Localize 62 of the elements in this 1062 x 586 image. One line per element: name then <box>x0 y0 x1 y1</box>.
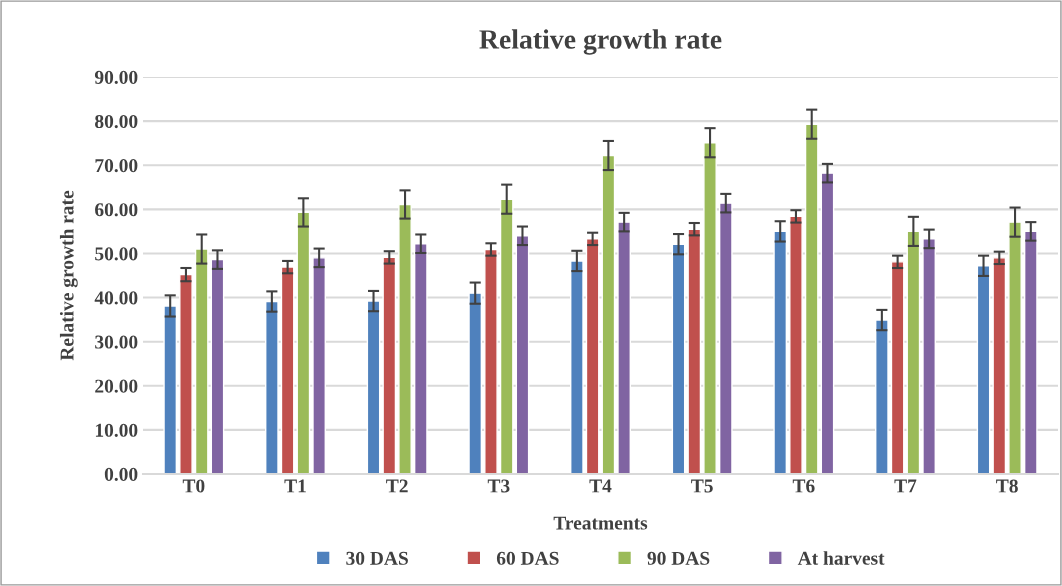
x-tick-label: T5 <box>691 479 713 493</box>
bar <box>820 172 835 474</box>
y-tick-label: 70.00 <box>95 159 138 173</box>
bar <box>789 215 803 474</box>
x-tick-label: T2 <box>386 479 408 493</box>
bar <box>210 258 225 474</box>
legend-label: At harvest <box>797 551 885 565</box>
bar <box>1008 221 1022 474</box>
bar <box>992 257 1007 474</box>
x-tick-label: T8 <box>996 479 1018 493</box>
bar <box>312 257 326 474</box>
bar <box>804 123 819 474</box>
x-tick-label: T1 <box>284 479 306 493</box>
chart-title: Relative growth rate <box>479 29 722 55</box>
bar <box>976 265 991 474</box>
bar <box>499 198 514 474</box>
x-axis-title: Treatments <box>553 516 648 530</box>
bar <box>296 211 311 474</box>
bar <box>890 261 905 474</box>
bar <box>280 266 295 474</box>
y-tick-label: 20.00 <box>95 379 138 393</box>
y-tick-label: 50.00 <box>95 247 138 261</box>
y-tick-label: 0.00 <box>104 467 138 482</box>
bar <box>366 300 381 474</box>
bar <box>671 243 686 474</box>
bar <box>163 305 178 474</box>
x-tick-label: T3 <box>487 479 510 493</box>
legend-label: 60 DAS <box>496 551 559 565</box>
bar <box>601 154 616 474</box>
bar <box>1023 230 1038 474</box>
legend-label: 90 DAS <box>647 551 710 565</box>
bar <box>179 273 193 474</box>
x-tick-label: T0 <box>182 479 205 493</box>
bar <box>922 238 936 474</box>
bar <box>875 319 889 474</box>
bar <box>194 248 209 474</box>
bar <box>687 228 702 474</box>
y-tick-label: 40.00 <box>94 291 138 305</box>
bar <box>515 235 530 474</box>
y-tick-label: 90.00 <box>94 70 138 85</box>
bar <box>585 238 600 474</box>
bar <box>617 221 631 474</box>
y-tick-label: 80.00 <box>95 114 138 129</box>
x-tick-label: T6 <box>792 479 815 493</box>
bar <box>382 256 397 474</box>
bar <box>265 300 279 474</box>
bar <box>398 203 412 474</box>
bar <box>484 248 498 474</box>
bar <box>468 292 483 474</box>
y-tick-label: 30.00 <box>95 335 138 349</box>
bar <box>570 260 584 474</box>
x-tick-label: T7 <box>894 479 917 493</box>
y-tick-label: 10.00 <box>95 423 138 437</box>
bar <box>773 230 788 474</box>
bar <box>718 202 733 474</box>
legend-label: 30 DAS <box>346 551 408 565</box>
y-axis-title: Relative growth rate <box>59 190 78 361</box>
bar <box>703 142 717 474</box>
y-tick-label: 60.00 <box>95 203 138 217</box>
x-tick-label: T4 <box>589 479 612 493</box>
bar <box>906 230 921 474</box>
bar <box>413 243 428 474</box>
